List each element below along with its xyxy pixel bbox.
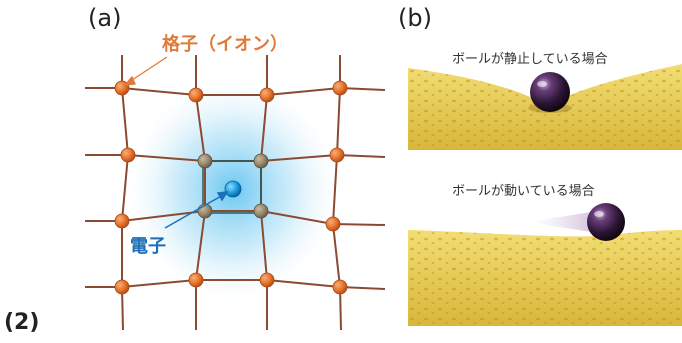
electron-label: 電子: [130, 236, 166, 257]
lattice-diagram: [85, 55, 385, 330]
ball-static: [530, 72, 570, 112]
electron: [224, 180, 242, 198]
lattice-ions: [114, 80, 348, 295]
lattice-label-arrow: [123, 56, 168, 86]
lattice-label: 格子（イオン）: [162, 34, 288, 55]
caption-static: ボールが静止している場合: [452, 52, 608, 67]
sponge-moving: [408, 203, 682, 326]
motion-trail: [528, 210, 604, 234]
panel-b-label: (b): [398, 4, 432, 32]
center-cell: [202, 160, 262, 214]
ball-moving: [587, 203, 625, 241]
panel-a-label: (a): [88, 4, 122, 32]
caption-moving: ボールが動いている場合: [452, 184, 595, 199]
figure-number: (2): [4, 310, 40, 335]
sponge-static: [408, 64, 682, 150]
electron-label-arrow: [164, 191, 229, 229]
